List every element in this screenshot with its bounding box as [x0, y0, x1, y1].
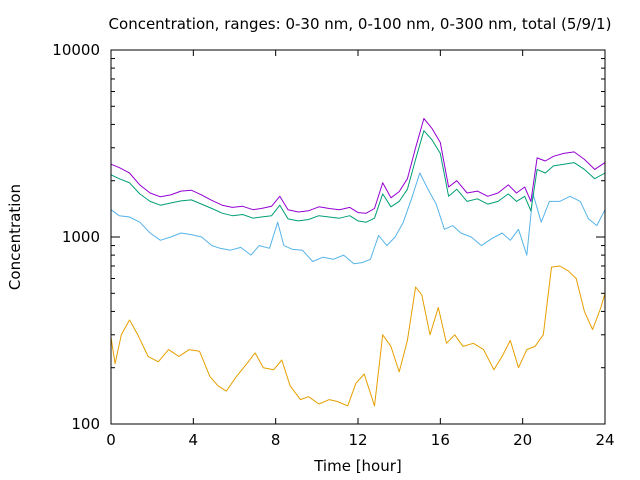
x-tick-label: 0: [106, 431, 116, 449]
y-tick-label: 1000: [62, 228, 100, 246]
y-tick-label: 10000: [52, 41, 100, 59]
axis-ticks: 0 4 8 12 16 20 24 100 1000 10000: [52, 41, 614, 449]
x-tick-label: 16: [431, 431, 450, 449]
x-axis-label: Time [hour]: [313, 457, 402, 475]
x-tick-label: 4: [189, 431, 199, 449]
x-tick-label: 20: [513, 431, 532, 449]
series-line-2: [110, 172, 606, 265]
y-tick-label: 100: [71, 415, 100, 433]
data-series: [110, 118, 606, 407]
y-axis-label: Concentration: [6, 184, 24, 290]
x-tick-label: 24: [595, 431, 614, 449]
series-line-1: [110, 265, 606, 407]
series-line-4: [110, 118, 606, 214]
series-line-3: [110, 130, 606, 223]
plot-frame: [110, 49, 606, 425]
chart-title: Concentration, ranges: 0-30 nm, 0-100 nm…: [109, 15, 612, 33]
x-tick-label: 8: [271, 431, 281, 449]
x-tick-label: 12: [348, 431, 367, 449]
